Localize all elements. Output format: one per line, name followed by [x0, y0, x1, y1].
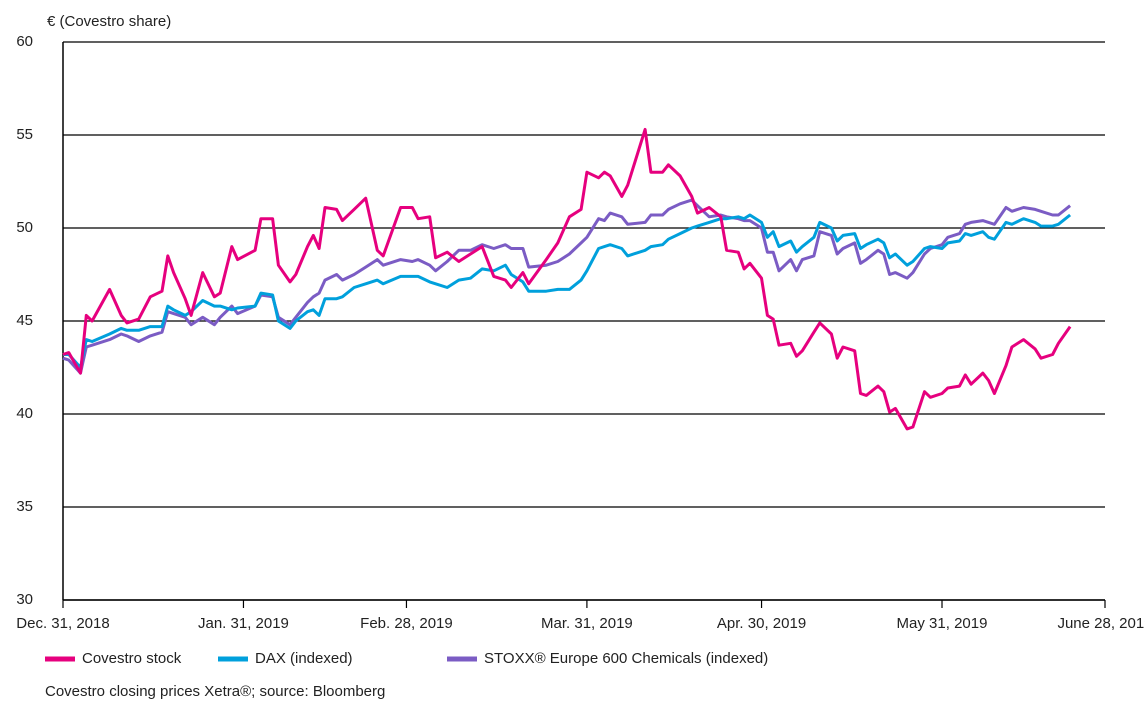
y-axis-label: € (Covestro share)	[47, 13, 171, 30]
y-tick-label: 40	[16, 405, 33, 422]
legend-label: DAX (indexed)	[255, 650, 353, 667]
series-line	[62, 127, 1072, 431]
series-line	[63, 213, 1072, 369]
x-tick-label: Apr. 30, 2019	[717, 615, 806, 632]
x-tick-label: Feb. 28, 2019	[360, 615, 453, 632]
y-tick-label: 60	[16, 33, 33, 50]
x-tick-label: Jan. 31, 2019	[198, 615, 289, 632]
source-note: Covestro closing prices Xetra®; source: …	[45, 683, 385, 700]
x-tick-label: May 31, 2019	[897, 615, 988, 632]
x-tick-label: Dec. 31, 2018	[16, 615, 109, 632]
legend-label: Covestro stock	[82, 650, 182, 667]
x-tick-label: June 28, 2019	[1057, 615, 1145, 632]
y-tick-label: 55	[16, 126, 33, 143]
legend-label: STOXX® Europe 600 Chemicals (indexed)	[484, 650, 768, 667]
y-tick-label: 45	[16, 312, 33, 329]
y-tick-label: 35	[16, 498, 33, 515]
y-tick-label: 50	[16, 219, 33, 236]
x-tick-label: Mar. 31, 2019	[541, 615, 633, 632]
y-tick-label: 30	[16, 591, 33, 608]
